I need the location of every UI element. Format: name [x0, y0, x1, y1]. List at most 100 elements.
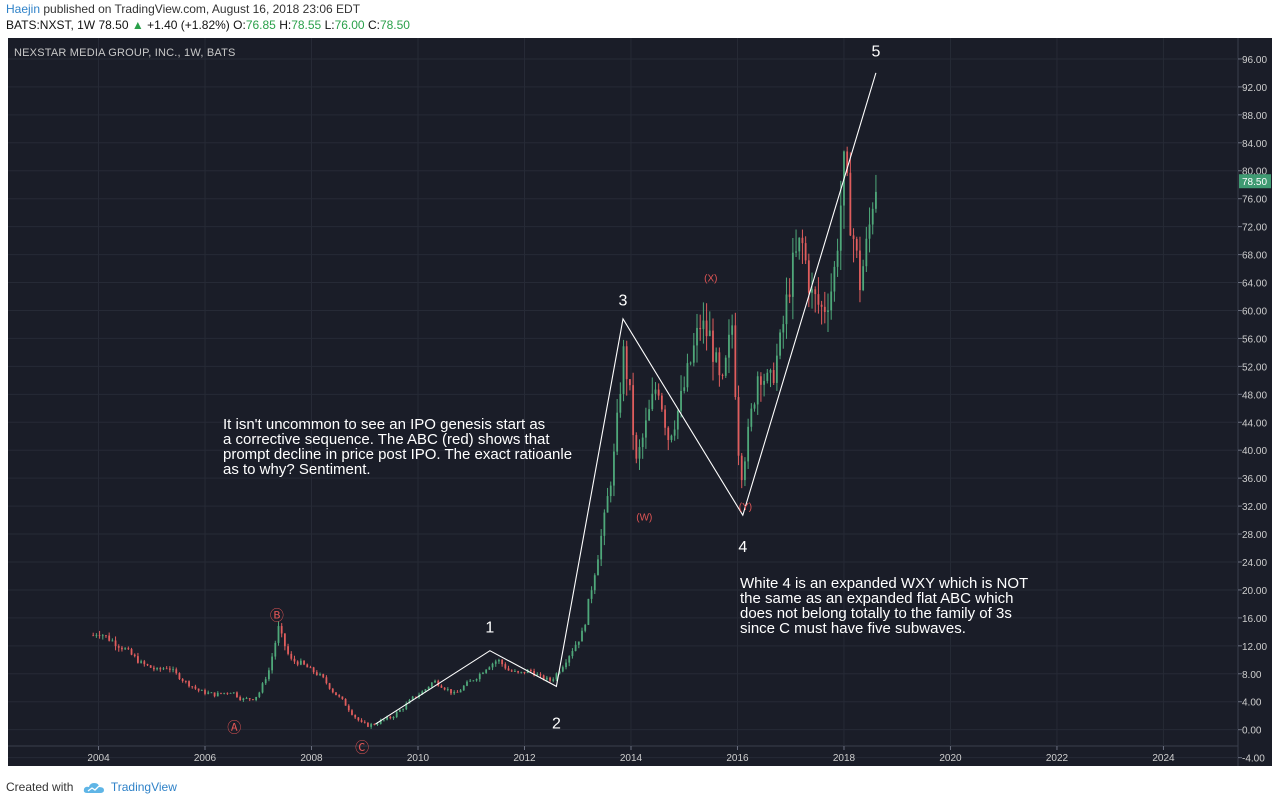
candle-body — [446, 689, 449, 690]
y-tick-label: 52.00 — [1242, 362, 1267, 373]
candle-body — [156, 668, 158, 670]
candle-body — [855, 238, 858, 251]
y-tick-label: 24.00 — [1242, 558, 1267, 569]
candle-body — [779, 332, 781, 356]
candle-body — [485, 669, 488, 673]
symbol-price: BATS:NXST, 1W 78.50 — [6, 18, 132, 32]
candle-body — [95, 635, 98, 637]
candle-body — [152, 667, 155, 670]
candle-body — [565, 662, 567, 668]
wave-label-2: 2 — [552, 716, 561, 733]
candle-body — [712, 330, 714, 362]
wave-label-3: 3 — [619, 292, 628, 309]
candle-body — [430, 682, 433, 687]
candle-body — [785, 294, 788, 325]
candle-body — [619, 393, 622, 413]
candle-body — [740, 455, 743, 481]
candle-body — [248, 698, 251, 700]
candle-body — [197, 688, 200, 691]
y-tick-label: 20.00 — [1242, 586, 1267, 597]
candle-body — [654, 389, 657, 394]
candle-body — [207, 692, 210, 694]
red-wave-label: (Y) — [739, 502, 752, 513]
candle-body — [395, 711, 398, 717]
candle-body — [216, 692, 219, 697]
candle-body — [728, 334, 730, 358]
candle-body — [724, 357, 727, 376]
candle-body — [255, 696, 258, 700]
y-tick-label: 76.00 — [1242, 195, 1267, 206]
chart-frame[interactable] — [8, 38, 1272, 766]
tradingview-link[interactable]: TradingView — [110, 780, 177, 794]
candle-body — [788, 294, 791, 297]
candle-body — [817, 294, 820, 305]
candle-body — [868, 224, 871, 239]
candle-body — [322, 674, 325, 678]
y-tick-label: 4.00 — [1242, 698, 1262, 709]
y-tick-label: 68.00 — [1242, 251, 1267, 262]
candle-body — [271, 656, 274, 671]
candle-body — [376, 723, 379, 725]
candle-body — [613, 451, 615, 486]
low-value: 76.00 — [334, 18, 365, 32]
candle-body — [127, 648, 130, 650]
published-text: published on TradingView.com, August 16,… — [40, 2, 361, 16]
candle-body — [277, 626, 280, 643]
candle-body — [315, 672, 318, 675]
candle-body — [392, 716, 395, 719]
candle-body — [360, 720, 363, 722]
candle-body — [791, 252, 794, 297]
candle-body — [520, 671, 523, 673]
candle-body — [124, 648, 127, 650]
candle-body — [629, 379, 631, 386]
candle-body — [351, 710, 353, 715]
candle-body — [268, 670, 270, 680]
candle-body — [581, 630, 583, 642]
candle-body — [443, 687, 446, 690]
candle-body — [529, 669, 532, 671]
candle-body — [574, 644, 577, 651]
y-tick-label: 8.00 — [1242, 670, 1262, 681]
y-tick-label: 0.00 — [1242, 726, 1262, 737]
candle-body — [146, 664, 149, 666]
last-price-tag — [1239, 174, 1271, 189]
high-value: 78.55 — [291, 18, 322, 32]
candle-body — [504, 664, 507, 669]
candle-body — [734, 325, 737, 398]
candle-body — [306, 664, 309, 668]
candle-body — [769, 370, 772, 373]
candle-body — [644, 420, 647, 438]
annotation-ipo-note: It isn't uncommon to see an IPO genesis … — [223, 416, 573, 478]
candle-body — [772, 370, 775, 383]
y-tick-label: 28.00 — [1242, 530, 1267, 541]
open-label: O: — [233, 18, 246, 32]
x-tick-label: 2022 — [1046, 753, 1069, 764]
x-tick-label: 2012 — [513, 753, 536, 764]
candle-body — [162, 668, 165, 670]
candle-body — [593, 575, 596, 591]
tradingview-cloud-icon[interactable] — [83, 782, 105, 794]
candle-body — [386, 716, 389, 720]
candle-body — [101, 635, 104, 637]
author-link[interactable]: Haejin — [6, 2, 41, 16]
candle-body — [389, 716, 392, 719]
candle-body — [325, 677, 328, 684]
red-wave-label: Ⓒ — [355, 740, 369, 756]
candle-body — [149, 665, 152, 668]
close-label: C: — [367, 18, 380, 32]
candle-body — [708, 330, 711, 337]
candle-body — [763, 380, 766, 385]
y-tick-label: 92.00 — [1242, 83, 1267, 94]
y-tick-label: 96.00 — [1242, 55, 1267, 66]
created-with-text: Created with — [6, 780, 74, 794]
candle-body — [766, 372, 769, 381]
candle-body — [312, 667, 315, 673]
candle-body — [833, 266, 836, 292]
candle-body — [191, 686, 194, 688]
candle-body — [453, 691, 456, 694]
candle-body — [552, 679, 555, 681]
candle-body — [462, 685, 465, 691]
candle-body — [846, 151, 849, 173]
candle-body — [491, 663, 494, 668]
